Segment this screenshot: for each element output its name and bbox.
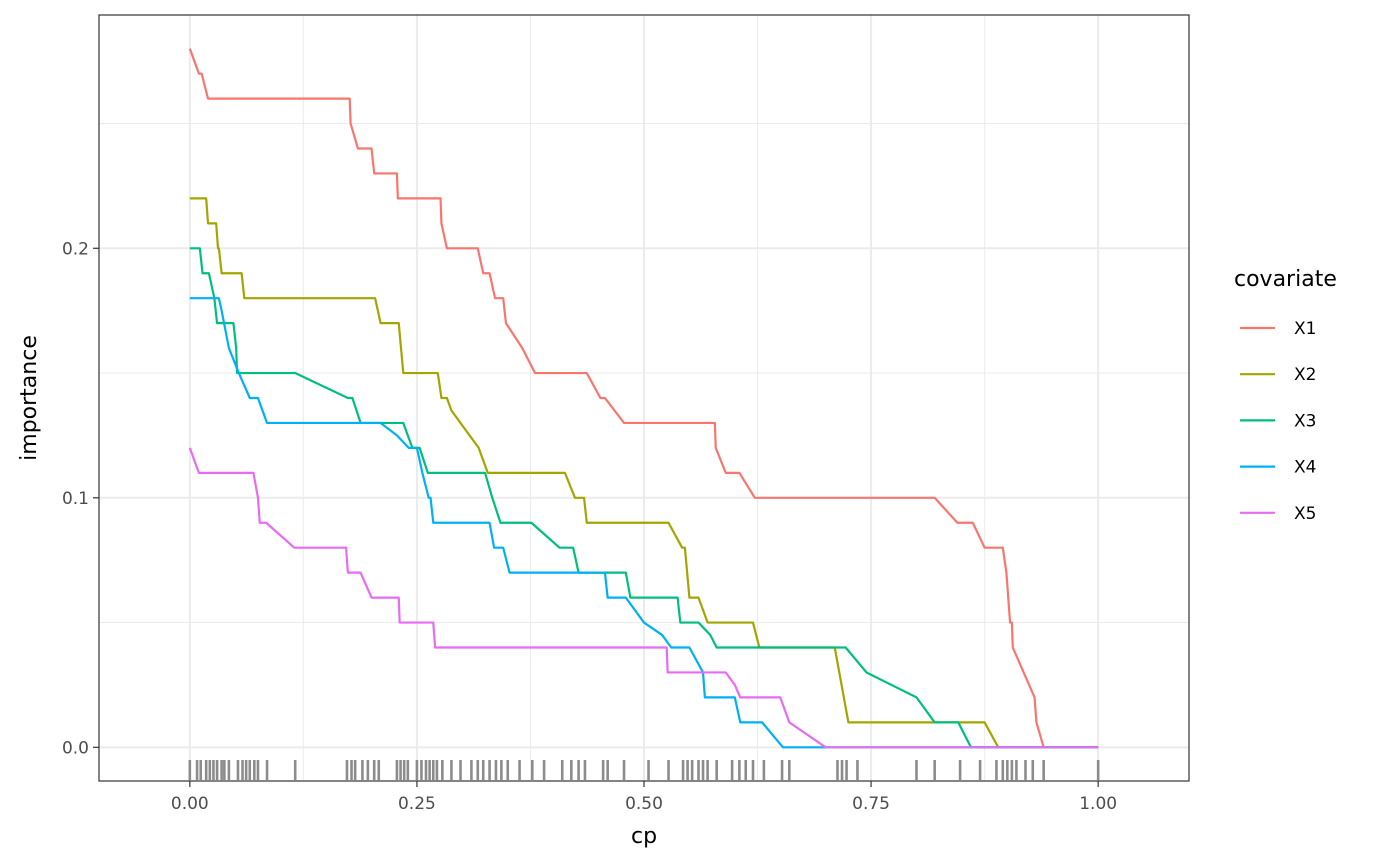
plot-panel: 0.00 0.25 0.50 0.75 1.00 0.0 0.1 0.2 cp importanc… <box>17 14 1190 849</box>
y-tick-label: 0.1 <box>62 489 89 509</box>
legend-title: covariate <box>1234 267 1337 292</box>
series-line-x5 <box>188 447 1099 749</box>
legend-label-x2: X2 <box>1294 365 1316 385</box>
x-tick-label: 0.50 <box>625 794 663 814</box>
legend-label-x4: X4 <box>1294 458 1316 478</box>
legend-label-x3: X3 <box>1294 411 1316 431</box>
legend-label-x5: X5 <box>1294 504 1316 524</box>
x-tick-label: 0.00 <box>171 794 209 814</box>
y-tick-label: 0.2 <box>62 239 89 259</box>
y-tick-label: 0.0 <box>62 738 89 758</box>
rug-marks <box>188 760 1100 780</box>
x-axis-title: cp <box>631 824 657 849</box>
series-line-x3 <box>189 247 1099 749</box>
x-tick-label: 0.25 <box>398 794 436 814</box>
series-line-x1 <box>188 48 1099 749</box>
y-axis-title: importance <box>17 335 42 461</box>
legend-label-x1: X1 <box>1294 319 1316 339</box>
legend: covariate X1 X2 X3 X4 X5 <box>1234 267 1337 524</box>
series-line-x4 <box>189 297 1099 749</box>
x-tick-label: 1.00 <box>1079 794 1117 814</box>
x-tick-label: 0.75 <box>852 794 890 814</box>
